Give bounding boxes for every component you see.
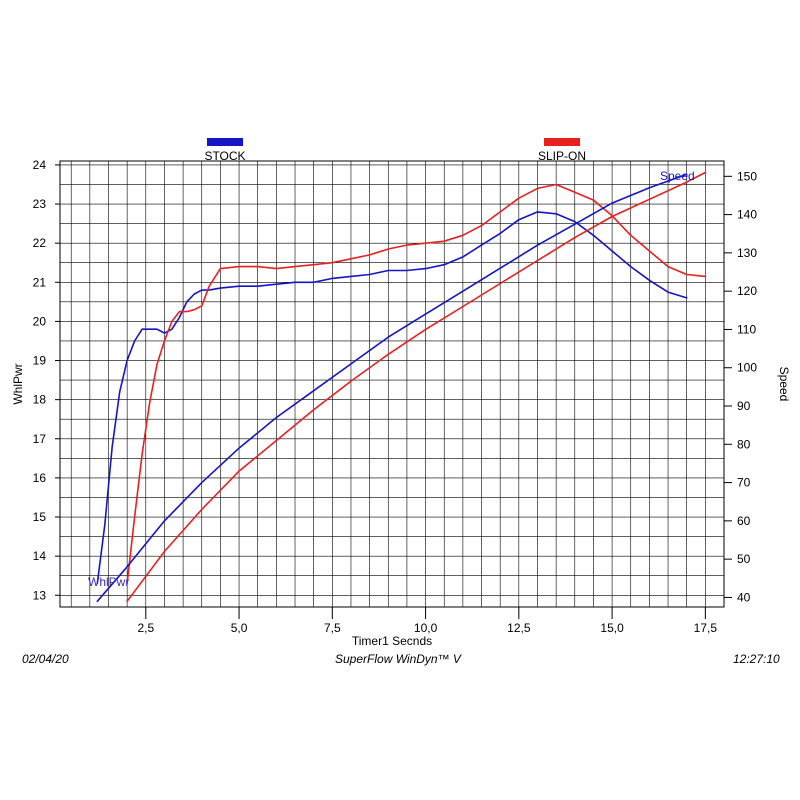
y2-tick-label: 150 (737, 169, 757, 183)
y-tick-label: 16 (33, 471, 47, 485)
y2-tick-label: 60 (737, 514, 751, 528)
y-tick-label: 17 (33, 432, 47, 446)
legend: STOCK SLIP-ON (204, 138, 586, 163)
y2-tick-label: 120 (737, 284, 757, 298)
legend-label-slip-on: SLIP-ON (538, 149, 586, 163)
x-tick-label: 10,0 (414, 621, 438, 635)
legend-swatch-slip-on (544, 138, 580, 146)
y-tick-label: 18 (33, 393, 47, 407)
x-tick-label: 15,0 (600, 621, 624, 635)
y2-tick-label: 140 (737, 208, 757, 222)
legend-label-stock: STOCK (204, 149, 245, 163)
y2-tick-label: 100 (737, 361, 757, 375)
y2-tick-label: 40 (737, 590, 751, 604)
x-tick-label: 12,5 (507, 621, 531, 635)
x-tick-label: 17,5 (694, 621, 718, 635)
annotation-speed: Speed (660, 169, 695, 183)
series-line-stock-speed (96, 173, 688, 603)
y2-tick-label: 80 (737, 437, 751, 451)
y2-tick-label: 90 (737, 399, 751, 413)
x-axis-label: Timer1 Secnds (352, 634, 432, 648)
y-tick-label: 19 (33, 354, 47, 368)
y2-tick-label: 70 (737, 476, 751, 490)
plot-frame (59, 160, 725, 608)
series-line-slip-on-whlpwr (126, 183, 707, 585)
footer-software: SuperFlow WinDyn™ V (335, 652, 461, 666)
grid-lines (60, 161, 724, 607)
y-tick-label: 13 (33, 588, 47, 602)
y-axis-label: WhlPwr (11, 363, 25, 404)
y2-tick-label: 110 (737, 322, 756, 336)
y2-tick-label: 130 (737, 246, 757, 260)
y2-axis-label: Speed (777, 367, 791, 402)
footer-date: 02/04/20 (22, 652, 69, 666)
y-tick-label: 20 (33, 314, 47, 328)
series-line-slip-on-speed (126, 171, 707, 603)
y-tick-label: 22 (33, 236, 47, 250)
axis-ticks: 2,5 5,0 7,5 10,0 12,5 15,0 17,5 13 14 15 16 17 18 19 2… (33, 158, 758, 635)
y-tick-label: 14 (33, 549, 47, 563)
series-line-stock-whlpwr (96, 211, 688, 585)
x-tick-label: 5,0 (231, 621, 248, 635)
x-tick-label: 2,5 (137, 621, 154, 635)
y2-tick-label: 50 (737, 552, 751, 566)
series-layer (96, 171, 707, 603)
y-tick-label: 21 (33, 275, 47, 289)
footer-time: 12:27:10 (733, 652, 780, 666)
y-tick-label: 23 (33, 197, 47, 211)
annotation-whlpwr: WhlPwr (88, 575, 129, 589)
y-tick-label: 15 (33, 510, 47, 524)
x-tick-label: 7,5 (324, 621, 341, 635)
legend-swatch-stock (207, 138, 243, 146)
y-tick-label: 24 (33, 158, 47, 172)
